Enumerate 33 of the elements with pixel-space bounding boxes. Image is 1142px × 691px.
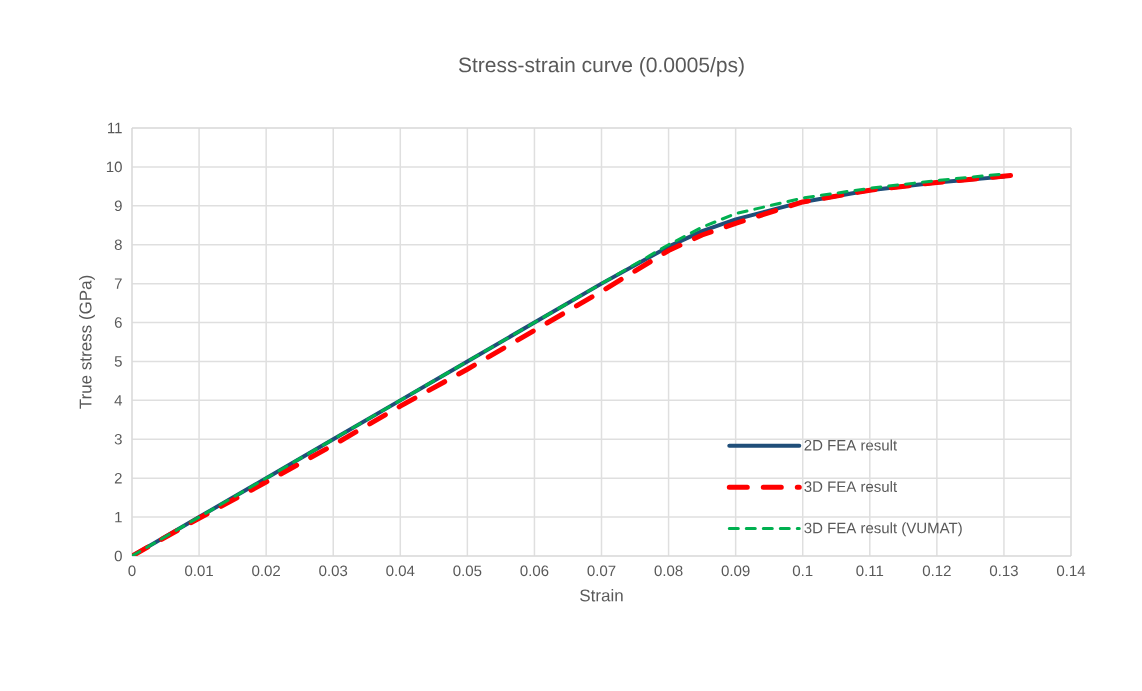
x-tick-label: 0.14 xyxy=(1057,565,1086,577)
x-tick-label: 0.07 xyxy=(587,565,616,577)
legend-label: 3D FEA result xyxy=(804,480,898,492)
x-tick-label: 0.12 xyxy=(922,565,951,577)
x-tick-label: 0.06 xyxy=(520,565,549,577)
chart-title: Stress-strain curve (0.0005/ps) xyxy=(458,56,744,77)
x-axis-title: Strain xyxy=(580,589,623,602)
x-tick-label: 0.03 xyxy=(319,565,348,577)
x-tick-label: 0.11 xyxy=(856,565,884,577)
legend-label: 3D FEA result (VUMAT) xyxy=(804,522,962,537)
x-tick-label: 0.1 xyxy=(792,565,813,577)
y-tick-label: 5 xyxy=(114,356,122,367)
y-tick-label: 9 xyxy=(114,200,122,212)
x-tick-label: 0.02 xyxy=(252,565,280,577)
x-tick-label: 0.09 xyxy=(721,565,750,577)
legend-label: 2D FEA result xyxy=(804,439,898,451)
y-tick-label: 1 xyxy=(115,511,122,523)
y-tick-label: 11 xyxy=(108,122,122,134)
y-tick-label: 4 xyxy=(114,395,123,406)
y-tick-label: 8 xyxy=(114,239,122,251)
y-tick-label: 0 xyxy=(114,550,122,562)
y-tick-label: 10 xyxy=(106,161,122,173)
y-tick-label: 7 xyxy=(114,278,122,289)
y-tick-label: 6 xyxy=(114,317,122,328)
x-tick-label: 0.01 xyxy=(185,565,213,577)
y-tick-label: 2 xyxy=(114,472,122,484)
x-tick-label: 0.08 xyxy=(654,565,683,577)
x-tick-label: 0.05 xyxy=(453,565,482,577)
y-tick-label: 3 xyxy=(114,433,122,445)
x-tick-label: 0.13 xyxy=(989,565,1018,577)
x-tick-label: 0.04 xyxy=(386,565,415,577)
y-axis-title: True stress (GPa) xyxy=(79,275,95,409)
x-tick-label: 0 xyxy=(128,565,136,577)
